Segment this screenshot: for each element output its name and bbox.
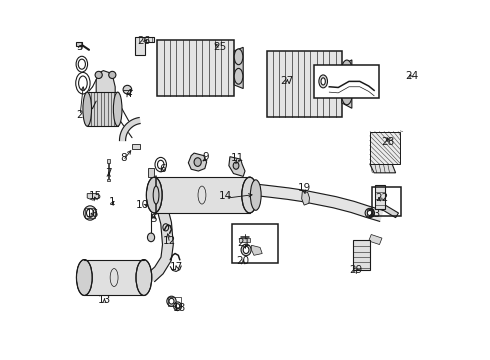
Text: 11: 11 <box>231 153 245 163</box>
Text: 14: 14 <box>219 191 232 201</box>
Ellipse shape <box>234 68 243 84</box>
Bar <box>87 92 118 126</box>
Bar <box>107 179 110 181</box>
Text: 27: 27 <box>281 76 294 86</box>
Polygon shape <box>302 191 310 205</box>
Polygon shape <box>87 194 98 200</box>
Bar <box>239 238 250 242</box>
Text: 21: 21 <box>238 238 251 248</box>
Polygon shape <box>234 47 243 89</box>
Ellipse shape <box>321 78 325 85</box>
Text: 18: 18 <box>173 303 186 313</box>
Text: 12: 12 <box>163 236 176 246</box>
Ellipse shape <box>83 92 92 126</box>
Text: 29: 29 <box>349 265 362 275</box>
Polygon shape <box>120 117 140 140</box>
Text: 2: 2 <box>77 111 83 121</box>
Text: 22: 22 <box>375 193 389 203</box>
Bar <box>232 224 278 263</box>
Polygon shape <box>96 71 115 112</box>
Ellipse shape <box>241 244 251 256</box>
Text: 25: 25 <box>213 42 226 52</box>
Polygon shape <box>251 245 262 255</box>
Text: 8: 8 <box>120 153 126 163</box>
Ellipse shape <box>153 186 159 204</box>
Bar <box>154 177 250 213</box>
Text: 28: 28 <box>381 138 394 147</box>
Text: 3: 3 <box>76 42 83 52</box>
Text: 5: 5 <box>150 215 157 224</box>
Ellipse shape <box>76 260 92 296</box>
Bar <box>372 187 401 216</box>
Ellipse shape <box>147 233 155 242</box>
Ellipse shape <box>173 302 181 311</box>
Bar <box>85 208 95 218</box>
Bar <box>367 210 373 216</box>
Bar <box>370 132 400 164</box>
Ellipse shape <box>95 71 102 78</box>
Ellipse shape <box>175 304 180 309</box>
Polygon shape <box>147 208 173 282</box>
Ellipse shape <box>242 177 258 213</box>
Text: 13: 13 <box>98 295 111 305</box>
Text: 4: 4 <box>125 89 132 99</box>
Polygon shape <box>257 184 383 221</box>
Bar <box>353 240 370 270</box>
Text: 7: 7 <box>105 168 112 178</box>
Bar <box>314 65 379 98</box>
Ellipse shape <box>87 209 94 217</box>
Text: 17: 17 <box>170 262 183 272</box>
Polygon shape <box>229 157 245 176</box>
Ellipse shape <box>167 296 176 306</box>
Ellipse shape <box>319 75 327 88</box>
Ellipse shape <box>234 49 243 65</box>
Polygon shape <box>135 37 153 55</box>
Text: 19: 19 <box>297 183 311 193</box>
Bar <box>76 42 82 46</box>
Ellipse shape <box>169 298 174 304</box>
Text: 16: 16 <box>86 209 99 219</box>
Bar <box>168 297 181 306</box>
Text: 15: 15 <box>89 191 102 201</box>
Ellipse shape <box>147 177 162 213</box>
Bar <box>148 168 154 177</box>
Text: 24: 24 <box>405 71 418 81</box>
Ellipse shape <box>233 162 239 169</box>
Polygon shape <box>370 164 395 173</box>
Text: 26: 26 <box>137 36 150 46</box>
Bar <box>132 144 140 149</box>
Text: 9: 9 <box>202 152 209 162</box>
Text: 1: 1 <box>109 197 116 207</box>
Polygon shape <box>342 60 352 108</box>
Ellipse shape <box>342 60 352 82</box>
Bar <box>84 260 144 296</box>
Ellipse shape <box>250 180 261 210</box>
Bar <box>267 51 342 117</box>
Ellipse shape <box>342 83 352 105</box>
Ellipse shape <box>136 260 152 296</box>
Bar <box>107 159 110 163</box>
Ellipse shape <box>109 71 116 78</box>
Polygon shape <box>368 234 382 244</box>
Text: 23: 23 <box>367 209 380 219</box>
Polygon shape <box>188 153 207 171</box>
Text: 20: 20 <box>237 256 250 266</box>
Bar <box>157 40 234 96</box>
Ellipse shape <box>243 246 249 253</box>
Ellipse shape <box>84 206 97 220</box>
Ellipse shape <box>194 158 201 166</box>
Ellipse shape <box>113 92 122 126</box>
Ellipse shape <box>123 85 132 94</box>
Bar <box>375 185 385 210</box>
Text: 10: 10 <box>136 200 149 210</box>
Text: 6: 6 <box>159 164 166 174</box>
Ellipse shape <box>368 211 372 216</box>
Ellipse shape <box>365 208 374 218</box>
Polygon shape <box>381 204 398 218</box>
